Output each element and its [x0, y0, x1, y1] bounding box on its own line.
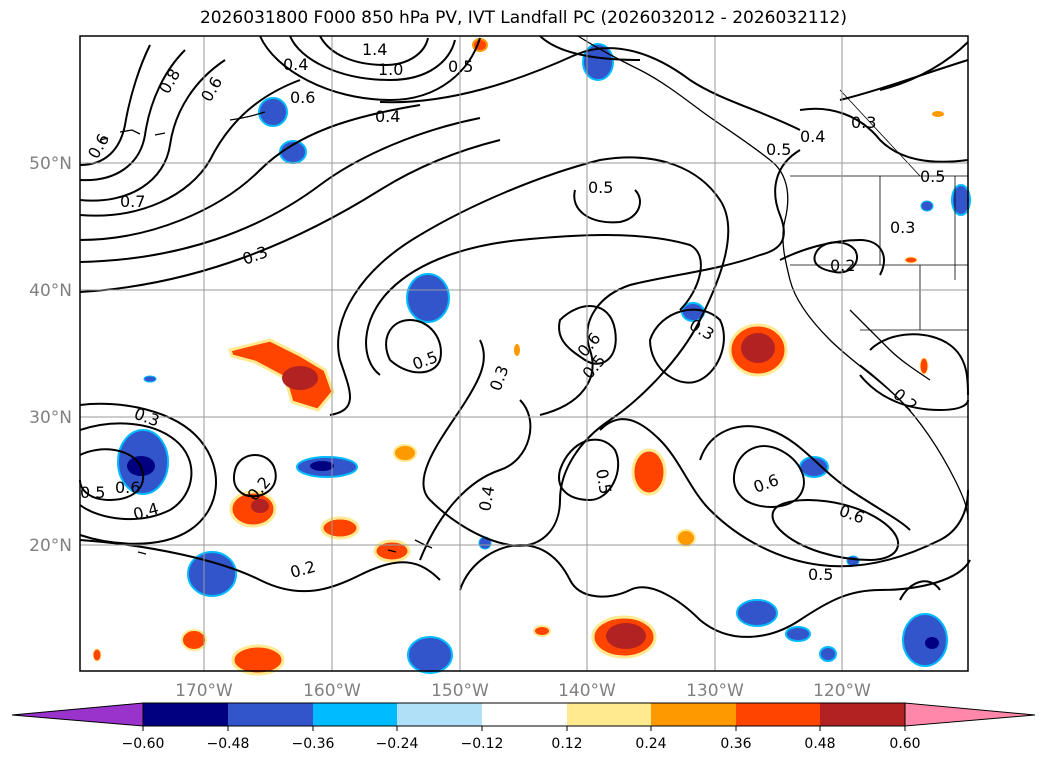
map-frame	[79, 35, 969, 672]
contour-label: 0.3	[240, 242, 270, 269]
contour-label: 0.2	[830, 256, 855, 275]
map-title: 2026031800 F000 850 hPa PV, IVT Landfall…	[199, 8, 847, 28]
colorbar-segment	[313, 703, 397, 726]
colorbar-tick-label: 0.36	[720, 736, 751, 752]
lon-label: 150°W	[431, 681, 489, 701]
contour-label: 0.5	[588, 178, 613, 197]
contour-label: 0.5	[592, 467, 615, 495]
lat-label: 40°N	[29, 281, 72, 301]
lat-label: 50°N	[29, 154, 72, 174]
colorbar: −0.60 −0.48 −0.36 −0.24 −0.12 0.12 0.24 …	[11, 702, 1036, 752]
contour-label: 0.5	[448, 57, 473, 76]
latitude-labels: 50°N 40°N 30°N 20°N	[29, 154, 72, 556]
colorbar-tick-label: 0.12	[551, 736, 582, 752]
colorbar-tick-label: 0.48	[804, 736, 835, 752]
colorbar-tick-label: −0.60	[122, 736, 165, 752]
lon-label: 140°W	[558, 681, 616, 701]
contour-label: 0.3	[132, 404, 162, 431]
lat-label: 20°N	[29, 536, 72, 556]
contour-label: 0.3	[851, 113, 876, 132]
colorbar-segment	[651, 703, 736, 726]
contour-label: 0.2	[889, 385, 921, 416]
contour-label: 0.7	[120, 192, 145, 211]
lon-label: 120°W	[813, 681, 871, 701]
contour-label: 0.5	[808, 565, 833, 584]
contour-label: 0.4	[283, 55, 308, 74]
contour-label: 0.4	[131, 499, 161, 524]
colorbar-tick-label: −0.48	[207, 736, 250, 752]
colorbar-tick-label: 0.60	[889, 736, 920, 752]
colorbar-segment	[567, 703, 651, 726]
contour-label: 1.4	[362, 40, 387, 59]
colorbar-tick-label: −0.12	[461, 736, 504, 752]
contour-label: 1.0	[378, 60, 403, 79]
contour-label: 0.5	[410, 347, 440, 374]
colorbar-tick-label: −0.36	[292, 736, 335, 752]
colorbar-extend-low	[11, 702, 144, 727]
contour-label: 0.5	[920, 167, 945, 186]
borders	[790, 89, 968, 331]
contour-label: 0.8	[155, 65, 184, 97]
contour-label: 0.6	[290, 88, 315, 107]
colorbar-tick-label: −0.24	[376, 736, 419, 752]
contour-label: 0.5	[80, 483, 105, 502]
contour-label: 0.4	[375, 107, 400, 126]
contour-label: 0.3	[890, 218, 915, 237]
contour-label: 0.6	[197, 73, 226, 105]
contour-label: 0.2	[288, 557, 318, 582]
contour-label: 0.3	[486, 363, 513, 393]
lon-label: 160°W	[303, 681, 361, 701]
colorbar-segment	[143, 703, 228, 726]
colorbar-segment	[397, 703, 482, 726]
contour-label: 0.6	[837, 501, 867, 528]
longitude-labels: 170°W 160°W 150°W 140°W 130°W 120°W	[175, 681, 871, 701]
colorbar-frame	[142, 702, 906, 727]
colorbar-segment	[482, 703, 567, 726]
contour-label: 0.4	[800, 127, 825, 146]
lat-label: 30°N	[29, 408, 72, 428]
pv-contours	[79, 35, 971, 638]
contour-label: 0.6	[84, 130, 113, 162]
colorbar-segment	[820, 703, 905, 726]
gridlines	[80, 36, 968, 671]
lon-label: 130°W	[686, 681, 744, 701]
contour-label: 0.5	[766, 140, 791, 159]
contour-label: 0.6	[115, 478, 140, 497]
contour-label: 0.6	[751, 470, 781, 497]
colorbar-tick-label: 0.24	[635, 736, 666, 752]
colorbar-segment	[736, 703, 820, 726]
contour-labels: 0.8 0.6 0.6 0.4 1.4 1.0 0.5 0.4 0.3 0.4 …	[80, 40, 945, 584]
pv-shading	[92, 38, 971, 676]
colorbar-extend-high	[904, 702, 1036, 727]
lon-label: 170°W	[175, 681, 233, 701]
colorbar-segment	[228, 703, 313, 726]
contour-label: 0.4	[475, 484, 498, 512]
coastlines	[99, 35, 969, 555]
